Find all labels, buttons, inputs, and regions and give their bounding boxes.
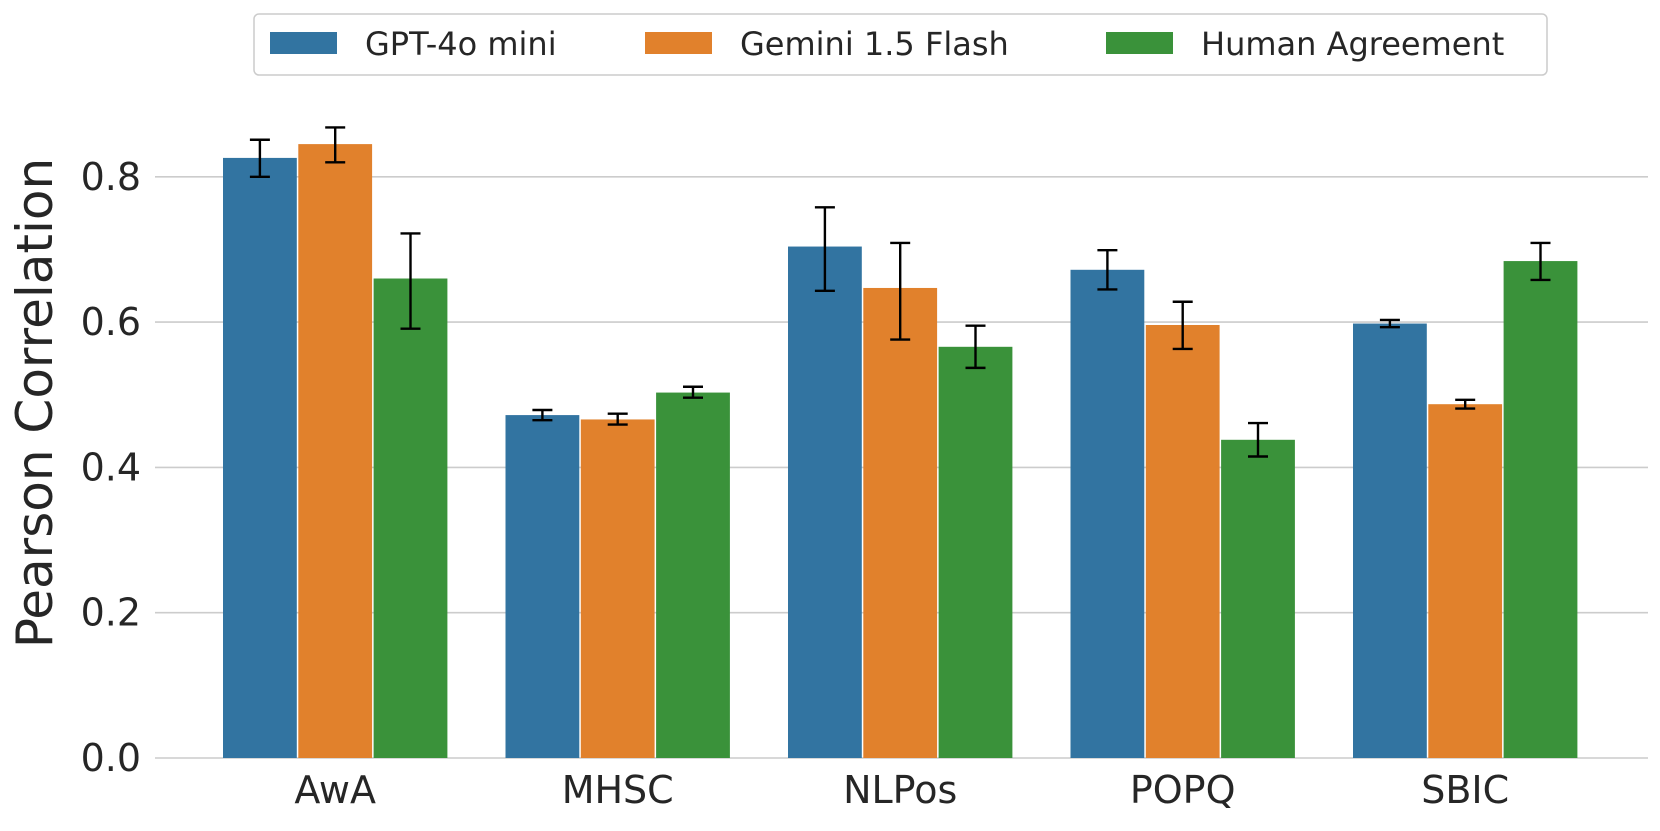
legend-swatch bbox=[645, 32, 712, 54]
bars bbox=[223, 144, 1578, 759]
bar[interactable] bbox=[223, 157, 297, 758]
y-axis-title: Pearson Correlation bbox=[6, 158, 64, 648]
bar[interactable] bbox=[1428, 404, 1503, 758]
legend-label: Gemini 1.5 Flash bbox=[740, 25, 1009, 63]
bar[interactable] bbox=[373, 278, 448, 758]
y-tick-label: 0.6 bbox=[81, 300, 141, 344]
bar[interactable] bbox=[580, 419, 655, 758]
legend-label: Human Agreement bbox=[1201, 25, 1504, 63]
x-tick-label: MHSC bbox=[562, 768, 674, 812]
x-tick-label: SBIC bbox=[1421, 768, 1509, 812]
legend-swatch bbox=[270, 32, 337, 54]
bar[interactable] bbox=[788, 246, 862, 758]
y-tick-label: 0.4 bbox=[81, 445, 141, 489]
legend-items: GPT-4o mini Gemini 1.5 Flash Human Agreeme… bbox=[270, 25, 1504, 63]
legend-frame bbox=[253, 13, 1548, 76]
x-tick-label: NLPos bbox=[843, 768, 957, 812]
legend-swatch bbox=[1106, 32, 1173, 54]
bar[interactable] bbox=[656, 392, 730, 758]
bar[interactable] bbox=[1070, 269, 1145, 758]
bar[interactable] bbox=[863, 287, 938, 758]
bar[interactable] bbox=[1221, 439, 1295, 758]
legend-label: GPT-4o mini bbox=[365, 25, 557, 63]
legend[interactable]: GPT-4o mini Gemini 1.5 Flash Human Agreeme… bbox=[253, 13, 1548, 76]
y-tick-label: 0.2 bbox=[81, 591, 141, 635]
x-tick-label: POPQ bbox=[1130, 768, 1236, 812]
bar[interactable] bbox=[298, 144, 373, 759]
bar[interactable] bbox=[938, 346, 1013, 758]
bar[interactable] bbox=[1503, 261, 1578, 758]
bar[interactable] bbox=[1353, 323, 1427, 758]
y-tick-label: 0.0 bbox=[81, 736, 141, 780]
bar[interactable] bbox=[1145, 325, 1220, 758]
x-tick-label: AwA bbox=[294, 768, 376, 812]
bar[interactable] bbox=[505, 415, 580, 758]
error-bars bbox=[249, 126, 1551, 458]
y-tick-label: 0.8 bbox=[81, 155, 141, 199]
tick-labels: 0.0 0.2 0.4 0.6 0.8 AwA MHSC NLPos POPQ SBIC bbox=[81, 155, 1510, 812]
